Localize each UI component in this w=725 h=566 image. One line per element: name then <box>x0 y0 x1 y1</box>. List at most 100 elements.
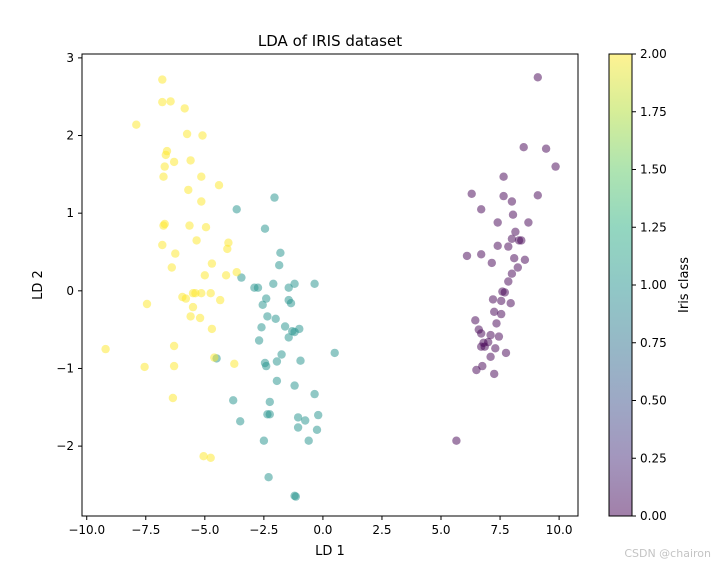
scatter-point-class-0 <box>477 250 486 259</box>
scatter-point-class-0 <box>507 234 517 243</box>
scatter-point-class-0 <box>471 316 480 325</box>
scatter-point-class-1 <box>254 336 264 345</box>
scatter-point-class-0 <box>487 258 496 268</box>
scatter-point-class-1 <box>265 410 274 419</box>
scatter-point-class-2 <box>169 157 179 167</box>
colorbar-tick-label: 0.50 <box>640 394 667 408</box>
scatter-point-class-1 <box>312 425 322 434</box>
scatter-point-class-1 <box>259 436 269 445</box>
scatter-point-class-1 <box>330 348 339 358</box>
scatter-point-class-2 <box>181 294 191 303</box>
colorbar-tick-label: 1.50 <box>640 163 667 177</box>
scatter-point-class-2 <box>159 172 168 181</box>
scatter-point-class-2 <box>197 197 206 206</box>
scatter-point-class-2 <box>186 156 195 165</box>
x-tick-label: −2.5 <box>249 523 278 537</box>
scatter-point-class-0 <box>507 269 517 278</box>
scatter-point-class-0 <box>492 319 501 328</box>
scatter-point-class-0 <box>488 295 498 304</box>
scatter-point-class-0 <box>508 210 518 219</box>
scatter-point-class-0 <box>486 330 495 340</box>
scatter-point-class-1 <box>272 376 282 386</box>
scatter-point-class-2 <box>186 312 195 321</box>
scatter-point-class-0 <box>477 329 486 338</box>
scatter-point-class-2 <box>169 361 179 371</box>
scatter-point-class-0 <box>517 236 526 245</box>
scatter-point-class-0 <box>493 218 502 227</box>
scatter-point-class-0 <box>551 162 560 171</box>
scatter-point-class-2 <box>216 295 225 305</box>
scatter-point-class-1 <box>264 473 273 482</box>
scatter-point-class-2 <box>221 271 231 280</box>
scatter-point-class-0 <box>477 205 486 214</box>
colorbar-tick-label: 1.00 <box>640 278 667 292</box>
scatter-point-class-1 <box>276 248 285 257</box>
scatter-point-class-1 <box>263 312 272 321</box>
scatter-point-class-0 <box>452 436 461 445</box>
scatter-point-class-2 <box>188 289 198 298</box>
scatter-point-class-0 <box>513 263 522 272</box>
scatter-point-class-2 <box>223 244 232 254</box>
y-tick-label: 0 <box>66 284 74 298</box>
scatter-point-class-0 <box>490 307 499 316</box>
scatter-points <box>101 73 560 501</box>
y-axis-label: LD 2 <box>31 270 46 300</box>
scatter-point-class-1 <box>293 413 303 422</box>
y-tick-label: 3 <box>66 51 74 65</box>
scatter-point-class-0 <box>472 365 481 375</box>
scatter-point-class-1 <box>286 299 296 308</box>
scatter-point-class-2 <box>140 362 149 372</box>
scatter-point-class-1 <box>310 279 319 288</box>
scatter-point-class-1 <box>295 324 304 334</box>
scatter-point-class-2 <box>232 268 241 277</box>
scatter-point-class-2 <box>171 249 180 258</box>
scatter-point-class-0 <box>511 227 520 236</box>
scatter-point-class-2 <box>199 452 208 461</box>
scatter-point-class-0 <box>478 361 487 371</box>
scatter-point-class-1 <box>314 410 323 420</box>
scatter-point-class-2 <box>195 313 205 323</box>
scatter-point-class-1 <box>260 224 270 233</box>
colorbar-tick-label: 2.00 <box>640 47 667 61</box>
scatter-point-class-1 <box>229 396 238 405</box>
scatter-point-class-0 <box>504 277 513 286</box>
scatter-point-class-1 <box>290 381 299 390</box>
x-axis: −10.0 −7.5 −5.0 −2.5 0.0 2.5 5.0 7.5 10.0 <box>68 516 572 537</box>
scatter-point-class-1 <box>265 397 274 407</box>
scatter-point-class-2 <box>169 341 179 351</box>
scatter-point-class-0 <box>497 309 506 319</box>
scatter-point-class-1 <box>269 279 278 288</box>
scatter-point-class-2 <box>182 129 192 139</box>
scatter-point-class-0 <box>491 344 500 353</box>
scatter-point-class-2 <box>101 344 110 354</box>
scatter-point-class-2 <box>224 238 233 247</box>
scatter-point-class-0 <box>497 296 506 306</box>
scatter-point-class-2 <box>206 453 215 462</box>
x-tick-label: 5.0 <box>431 523 450 537</box>
scatter-point-class-1 <box>253 283 263 292</box>
scatter-point-class-0 <box>493 241 502 250</box>
scatter-point-class-0 <box>519 143 528 152</box>
scatter-point-class-1 <box>257 323 266 332</box>
scatter-point-class-2 <box>159 221 168 230</box>
scatter-point-class-0 <box>499 191 508 201</box>
scatter-point-class-2 <box>142 299 152 309</box>
scatter-point-class-2 <box>158 75 167 84</box>
scatter-point-class-1 <box>301 416 310 425</box>
scatter-point-class-1 <box>310 389 319 399</box>
scatter-point-class-0 <box>500 288 509 297</box>
scatter-point-class-0 <box>462 251 472 261</box>
plot-area-frame <box>81 53 579 517</box>
scatter-point-class-1 <box>271 314 280 323</box>
x-tick-label: 0.0 <box>313 523 332 537</box>
x-tick-label: −5.0 <box>190 523 219 537</box>
scatter-point-class-1 <box>258 300 267 309</box>
scatter-point-class-1 <box>237 273 246 282</box>
colorbar: 0.00 0.25 0.50 0.75 1.00 1.25 1.50 1.75 2.00 Iri… <box>608 47 692 523</box>
scatter-point-class-0 <box>490 369 499 379</box>
scatter-point-class-2 <box>158 240 167 250</box>
scatter-point-class-1 <box>291 492 300 501</box>
scatter-point-class-2 <box>197 289 206 298</box>
y-tick-label: −2 <box>56 439 74 453</box>
scatter-point-class-2 <box>180 104 189 113</box>
